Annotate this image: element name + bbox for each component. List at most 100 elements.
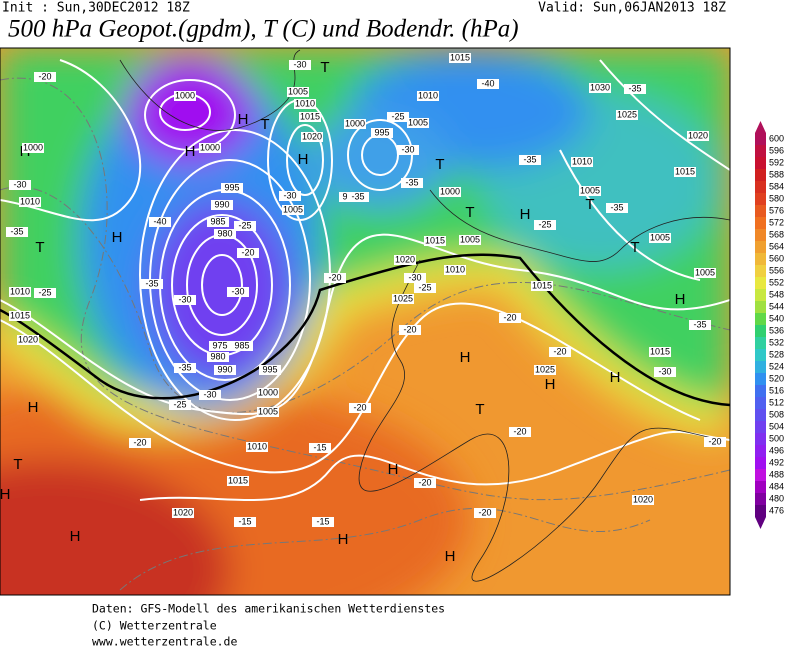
label-box xyxy=(674,167,696,177)
label-box xyxy=(571,157,593,167)
contour-label: -20 xyxy=(478,507,491,517)
label-box xyxy=(549,347,571,357)
label-box xyxy=(34,72,56,82)
label-box xyxy=(227,287,249,297)
contour-label: 980 xyxy=(210,351,225,361)
label-box xyxy=(6,227,28,237)
contour-label: 1015 xyxy=(228,475,248,485)
contour-label: -35 xyxy=(405,177,418,187)
color-swatch xyxy=(755,457,766,469)
colorbar-label: 524 xyxy=(769,361,784,371)
color-swatch xyxy=(755,325,766,337)
contour-label: -30 xyxy=(293,59,306,69)
contour-label: 1025 xyxy=(535,364,555,374)
label-box xyxy=(399,325,421,335)
contour-label: 1020 xyxy=(688,130,708,140)
label-box xyxy=(417,91,439,101)
colorbar-label: 544 xyxy=(769,301,784,311)
valid-time: Valid: Sun,06JAN2013 18Z xyxy=(538,1,726,16)
pressure-center: H xyxy=(675,291,686,308)
label-box xyxy=(34,288,56,298)
label-box xyxy=(534,220,556,230)
label-box xyxy=(172,508,194,518)
contour-label: 1000 xyxy=(258,387,278,397)
color-swatch xyxy=(755,145,766,157)
pressure-center: H xyxy=(445,548,456,565)
pressure-center: H xyxy=(0,486,10,503)
colorbar-label: 540 xyxy=(769,313,784,323)
map-area: HHHTTHTTHTTHHTHTHHHHTHHHH100010009959909… xyxy=(0,48,730,595)
contour-label: -30 xyxy=(658,366,671,376)
contour-label: 1015 xyxy=(650,346,670,356)
label-box xyxy=(401,178,423,188)
label-box xyxy=(141,279,163,289)
temperature-isolines xyxy=(0,77,730,591)
contour-label: -30 xyxy=(408,272,421,282)
colorbar-label: 564 xyxy=(769,241,784,251)
contour-label: 1015 xyxy=(450,52,470,62)
contour-label: -30 xyxy=(203,389,216,399)
colorbar-label: 580 xyxy=(769,193,784,203)
label-box xyxy=(257,388,279,398)
label-box xyxy=(534,365,556,375)
label-box xyxy=(632,495,654,505)
map-labels: HHHTTHTTHTTHHTHTHHHHTHHHH100010009959909… xyxy=(0,52,726,565)
label-box xyxy=(499,313,521,323)
label-box xyxy=(174,363,196,373)
color-swatch xyxy=(755,433,766,445)
label-box xyxy=(174,295,196,305)
label-box xyxy=(17,335,39,345)
contour-label: 995 xyxy=(374,127,389,137)
pressure-center: H xyxy=(298,151,309,168)
contour-label: -15 xyxy=(238,516,251,526)
label-box xyxy=(294,99,316,109)
contour-label: 985 xyxy=(234,340,249,350)
pressure-center: T xyxy=(630,239,639,256)
contour-label: 1010 xyxy=(10,286,30,296)
contour-label: -25 xyxy=(238,220,251,230)
label-box xyxy=(9,180,31,190)
colorbar-label: 536 xyxy=(769,325,784,335)
colorbar-label: 592 xyxy=(769,157,784,167)
contour-label: 1015 xyxy=(300,111,320,121)
contour-label: 1020 xyxy=(18,334,38,344)
label-box xyxy=(404,273,426,283)
contour-label: 1025 xyxy=(617,109,637,119)
colorbar-label: 476 xyxy=(769,505,784,515)
contour-label: 1005 xyxy=(460,234,480,244)
contour-label: -15 xyxy=(316,516,329,526)
label-box xyxy=(309,443,331,453)
contour-label: -20 xyxy=(553,346,566,356)
contour-label: -40 xyxy=(153,216,166,226)
contour-label: 1020 xyxy=(302,131,322,141)
contour-label: -35 xyxy=(693,319,706,329)
color-swatch xyxy=(755,289,766,301)
pressure-center: T xyxy=(320,59,329,76)
contour-label: 1020 xyxy=(395,254,415,264)
contour-label: -20 xyxy=(38,71,51,81)
contour-label: -35 xyxy=(610,202,623,212)
pressure-center: T xyxy=(475,401,484,418)
colorbar-label: 508 xyxy=(769,409,784,419)
color-swatch xyxy=(755,421,766,433)
label-box xyxy=(392,294,414,304)
color-swatch xyxy=(755,265,766,277)
pressure-center: T xyxy=(260,116,269,133)
color-swatch xyxy=(755,229,766,241)
color-swatch xyxy=(755,337,766,349)
label-box xyxy=(301,132,323,142)
pressure-center: H xyxy=(388,461,399,478)
footer-source: Daten: GFS-Modell des amerikanischen Wet… xyxy=(92,602,445,616)
contour-label: -20 xyxy=(353,402,366,412)
contour-label: -35 xyxy=(628,83,641,93)
contour-label: -25 xyxy=(38,287,51,297)
colorbar-label: 600 xyxy=(769,133,784,143)
contour-label: -25 xyxy=(418,282,431,292)
pressure-center: H xyxy=(460,349,471,366)
color-swatch xyxy=(755,193,766,205)
color-swatch xyxy=(755,169,766,181)
contour-label: 1005 xyxy=(258,406,278,416)
label-box xyxy=(149,217,171,227)
contour-label: 1000 xyxy=(23,142,43,152)
pressure-center: T xyxy=(465,204,474,221)
